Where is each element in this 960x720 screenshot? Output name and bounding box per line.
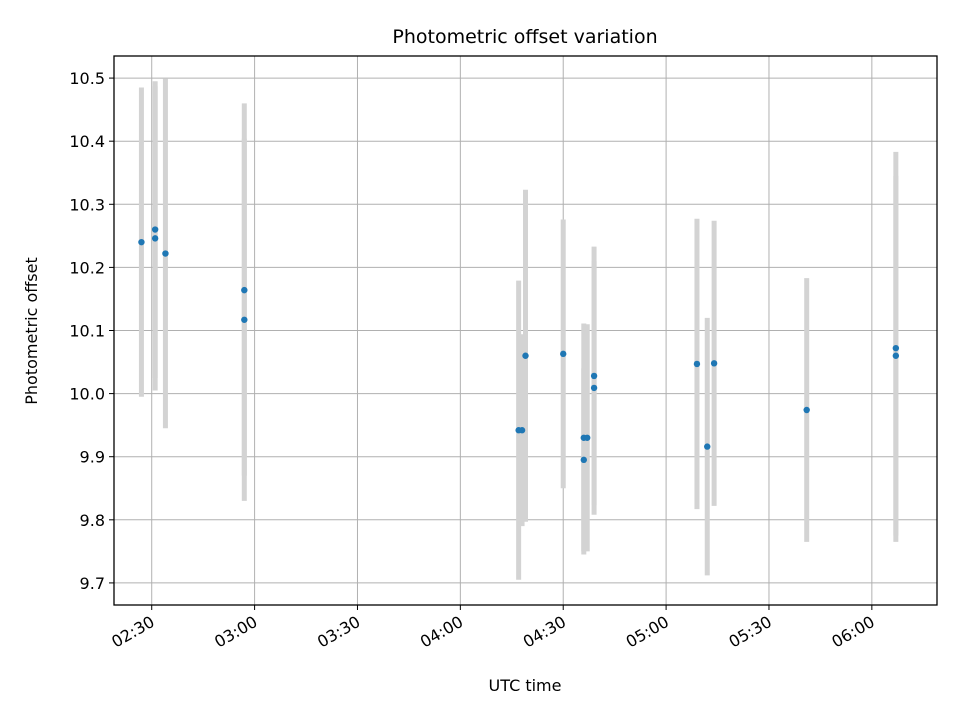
y-tick-label: 9.8 bbox=[80, 511, 105, 530]
data-point bbox=[590, 372, 598, 380]
y-tick-label: 10.1 bbox=[69, 322, 105, 341]
data-point bbox=[241, 286, 248, 294]
data-point bbox=[518, 427, 526, 434]
y-tick-label: 10.0 bbox=[69, 385, 105, 404]
data-point bbox=[522, 352, 529, 359]
y-tick-label: 10.4 bbox=[69, 132, 105, 151]
data-point bbox=[560, 350, 567, 358]
data-point bbox=[892, 344, 900, 352]
data-point bbox=[151, 235, 159, 242]
y-tick-label: 9.7 bbox=[80, 574, 105, 593]
data-point bbox=[704, 443, 711, 450]
y-tick-label: 9.9 bbox=[80, 448, 105, 467]
data-point bbox=[151, 226, 159, 233]
y-tick-label: 10.5 bbox=[69, 69, 105, 88]
data-point bbox=[710, 360, 718, 367]
data-point bbox=[803, 406, 810, 414]
data-points bbox=[138, 226, 900, 464]
data-point bbox=[162, 250, 169, 257]
x-axis-title: UTC time bbox=[489, 676, 562, 695]
data-point bbox=[580, 456, 587, 464]
data-point bbox=[892, 352, 900, 359]
data-point bbox=[584, 434, 591, 441]
y-axis-ticks: 9.7 9.8 9.9 10.0 10.1 10.2 10.3 10.4 10.5 bbox=[69, 69, 114, 593]
chart-title: Photometric offset variation bbox=[392, 26, 657, 48]
y-tick-label: 10.2 bbox=[69, 258, 105, 277]
y-tick-label: 10.3 bbox=[69, 195, 105, 214]
data-point bbox=[693, 360, 701, 368]
y-axis-title: Photometric offset bbox=[22, 257, 41, 405]
data-point bbox=[590, 384, 598, 392]
data-point bbox=[241, 316, 248, 323]
data-point bbox=[138, 238, 145, 246]
